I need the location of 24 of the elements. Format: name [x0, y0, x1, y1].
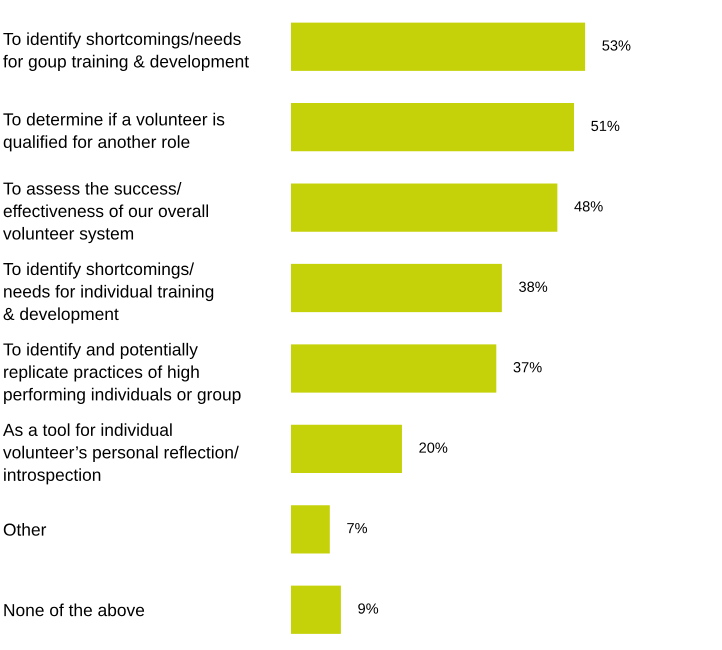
y-tick-label: As a tool for individual volunteer’s personal reflection/ introspection: [3, 423, 239, 484]
bar: [290, 22, 586, 71]
y-tick-label: To assess the success/ effectiveness of our overall volunteer system: [3, 182, 208, 244]
y-tick-label: To identify shortcomings/ needs for individual training & development: [3, 262, 214, 324]
data-label: 20%: [419, 442, 448, 453]
bar: [290, 344, 496, 393]
bar: [290, 424, 402, 474]
y-tick-label: None of the above: [4, 603, 144, 616]
bar: [290, 586, 341, 634]
bar: [290, 505, 330, 554]
data-label: 7%: [347, 522, 368, 534]
y-tick-label: To identify shortcomings/needs for goup training & development: [3, 32, 249, 71]
bar: [290, 183, 558, 232]
data-label: 51%: [591, 120, 620, 132]
data-label: 48%: [574, 201, 603, 212]
data-label: 53%: [602, 40, 630, 51]
data-label: 37%: [514, 362, 542, 372]
bar: [290, 103, 574, 152]
y-tick-label: To determine if a volunteer is qualified for another role: [3, 112, 224, 152]
data-label: 9%: [358, 603, 378, 614]
data-label: 38%: [519, 282, 548, 292]
bar: [290, 264, 502, 312]
y-tick-label: To identify and potentially replicate practices of high performing individuals or group: [3, 342, 241, 404]
y-tick-label: Other: [4, 523, 46, 536]
